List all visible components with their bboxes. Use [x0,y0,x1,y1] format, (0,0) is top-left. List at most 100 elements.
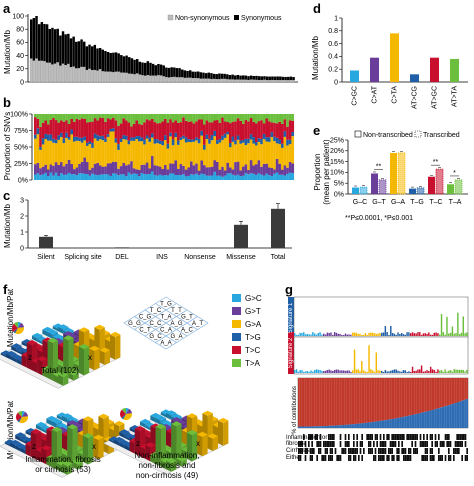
panel-b-segment [205,114,209,121]
panel-b-segment [262,114,266,124]
panel-g-track-cell [438,434,440,440]
panel-g-contrib-red [466,378,469,399]
panel-a-bar-nonsyn [157,75,160,83]
panel-b-segment [80,173,84,180]
panel-f-bar-face [140,421,146,428]
panel-g-track-cell [401,434,403,440]
panel-b-segment [96,175,100,180]
panel-a-bar-nonsyn [112,72,115,83]
panel-g-sig2-bar [350,371,352,373]
panel-b-segment [236,174,240,180]
panel-a-bar-nonsyn [178,77,181,83]
panel-b-segment [216,175,219,180]
panel-b-segment [83,136,87,141]
panel-b-segment [270,132,274,138]
panel-b-segment [145,162,149,175]
panel-f-legend: G>CG>TG>AT>GT>CT>A [232,294,262,368]
panel-g-contrib-red [398,378,400,418]
panel-f-bar-top [30,429,42,435]
panel-g-track-cell [339,441,342,447]
panel-g-track-cell [416,448,418,454]
panel-g-track-cell [424,448,427,454]
panel-a-bar-nonsyn [72,66,75,83]
panel-b-segment [275,143,279,159]
panel-b-segment [145,138,149,163]
panel-f-axis-x: x [88,353,92,362]
panel-a-bar-syn [32,18,36,61]
panel-b-segment [231,141,235,170]
panel-g-track-cell [328,441,330,447]
panel-b-segment [86,114,89,123]
panel-g-track-cell [376,441,378,447]
panel-a-bar-nonsyn [255,79,258,83]
panel-f-bar-top [145,422,156,428]
panel-g-sig2-bar [464,371,466,373]
panel-b-segment [41,144,45,167]
panel-g-sig1-bar [317,332,320,336]
panel-b-segment [234,121,237,141]
panel-g-track-cell [448,434,450,440]
panel-g-track-label-3: Cirrhosis [286,448,310,454]
panel-b-segment [151,133,154,138]
panel-b-segment [190,142,193,162]
panel-b-segment [91,173,94,180]
panel-a-bar-nonsyn [104,71,107,83]
panel-g-contrib-red [421,378,424,413]
panel-b-segment [119,166,123,175]
panel-g-track-cell [406,455,408,461]
panel-g-sig1-bar [377,333,379,336]
panel-g-contrib-red [428,378,430,411]
panel-b-segment [158,143,162,167]
panel-g-contrib-blue [463,400,465,428]
panel-g-track-cell [306,448,308,454]
panel-f-bar-face [6,353,12,360]
panel-f-legend-label: G>T [245,307,261,316]
panel-g-sig1-bar [444,334,446,336]
panel-b-segment [270,175,274,180]
panel-b-segment [249,134,253,140]
panel-b-segment [49,172,53,180]
panel-b-segment [104,138,107,142]
panel-a-bar-syn [64,34,67,66]
panel-b-segment [91,167,94,174]
panel-g-contrib-red [321,378,324,427]
legend-nontrans-swatch [354,130,362,138]
panel-f-ylabel-bottom: Mutation/Mb/Pat [6,400,15,459]
panel-g-track-cell [449,455,452,461]
panel-b-segment [130,114,133,127]
panel-g-track-cell [328,455,330,461]
panel-b-segment [49,140,53,165]
panel-g-contrib-blue [404,416,407,428]
panel-g-track-cell [383,434,385,440]
panel-g-contrib-red [454,378,457,404]
panel-g-sig1-bar [462,316,465,336]
panel-g-track-cell [381,455,383,461]
panel-f-bar-top [37,336,48,342]
panel-b-segment [192,123,196,140]
panel-g-track-cell [319,448,322,454]
panel-g-track-cell [439,441,442,447]
panel-g-sig2-bar [342,370,345,373]
panel-b-segment [257,160,261,174]
panel-g-contrib-blue [441,407,444,428]
panel-b-segment [88,122,92,142]
panel-e-ytick: 15% [330,159,344,166]
panel-g-track-cell [304,455,307,461]
panel-g-track-cell [448,448,450,454]
panel-b-segment [187,175,191,180]
panel-a-bar-syn [30,19,33,59]
panel-g-contrib-blue [369,422,372,428]
panel-f-bar-face [46,457,52,467]
panel-g-contrib-red [459,378,462,402]
panel-g-track-label-1: Inflammation or [286,435,327,441]
panel-b-segment [80,114,84,119]
panel-f-legend-swatch [232,333,241,341]
panel-g-sig2-bar [451,371,454,373]
panel-b-segment [119,114,123,124]
panel-g-contrib-red [388,378,390,420]
panel-a-bar-nonsyn [88,68,91,83]
panel-g-contrib-blue [388,419,390,428]
panel-g-sig1-bar [375,333,378,336]
panel-b-segment [96,135,100,141]
panel-a-bar-syn [265,76,269,81]
